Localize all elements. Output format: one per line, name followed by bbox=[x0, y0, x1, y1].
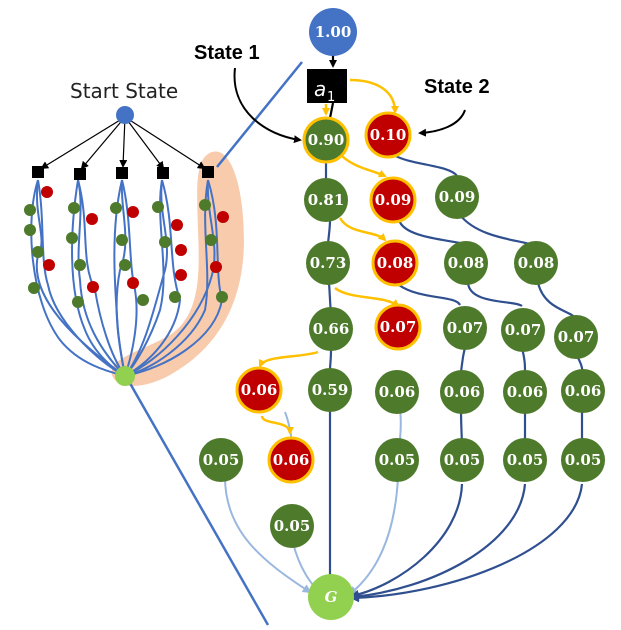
node-0-59: 0.59 bbox=[308, 368, 352, 412]
mini-action-square bbox=[74, 168, 86, 180]
node-0-05-a: 0.05 bbox=[199, 438, 243, 482]
state-2-pointer-arrow bbox=[418, 109, 466, 137]
action-subscript: 1 bbox=[327, 90, 335, 105]
node-0-81: 0.81 bbox=[304, 178, 348, 222]
state-2-label: State 2 bbox=[424, 76, 490, 98]
node-0-09-green: 0.09 bbox=[435, 175, 479, 219]
svg-text:0.09: 0.09 bbox=[439, 188, 476, 206]
node-0-05-c: 0.05 bbox=[440, 438, 484, 482]
node-0-08-red: 0.08 bbox=[371, 239, 419, 287]
svg-text:0.07: 0.07 bbox=[380, 318, 417, 336]
svg-text:0.05: 0.05 bbox=[203, 451, 240, 469]
node-0-07-b: 0.07 bbox=[501, 308, 545, 352]
node-0-05-b: 0.05 bbox=[375, 438, 419, 482]
svg-text:0.06: 0.06 bbox=[273, 451, 310, 469]
node-0-06-a: 0.06 bbox=[375, 370, 419, 414]
svg-text:0.07: 0.07 bbox=[558, 328, 595, 346]
mini-action-square bbox=[32, 166, 44, 178]
svg-text:0.73: 0.73 bbox=[310, 254, 347, 272]
node-0-06-b: 0.06 bbox=[440, 370, 484, 414]
mini-action-square bbox=[116, 167, 128, 179]
node-0-06-red-1: 0.06 bbox=[235, 366, 283, 414]
svg-text:0.66: 0.66 bbox=[313, 320, 350, 338]
node-0-05-e: 0.05 bbox=[561, 438, 605, 482]
svg-text:0.07: 0.07 bbox=[447, 319, 484, 337]
mini-goal-node bbox=[115, 366, 135, 386]
svg-text:0.08: 0.08 bbox=[518, 254, 555, 272]
node-0-07-red: 0.07 bbox=[374, 303, 422, 351]
detailed-tree: 1.00 a 1 0.90 0.10 0.81 0.09 0.09 0.73 bbox=[194, 8, 605, 620]
node-0-07-a: 0.07 bbox=[443, 306, 487, 350]
svg-text:0.09: 0.09 bbox=[375, 191, 412, 209]
mini-action-square bbox=[202, 166, 214, 178]
svg-text:0.06: 0.06 bbox=[507, 383, 544, 401]
svg-text:0.06: 0.06 bbox=[444, 383, 481, 401]
start-state-label: Start State bbox=[70, 79, 178, 103]
svg-text:0.05: 0.05 bbox=[379, 451, 416, 469]
svg-text:0.59: 0.59 bbox=[312, 381, 349, 399]
zoom-line-bottom bbox=[125, 377, 270, 626]
svg-text:0.05: 0.05 bbox=[507, 451, 544, 469]
node-0-10-red: 0.10 bbox=[364, 111, 412, 159]
svg-text:0.06: 0.06 bbox=[565, 382, 602, 400]
svg-text:0.06: 0.06 bbox=[379, 383, 416, 401]
node-0-06-red-2: 0.06 bbox=[267, 436, 315, 484]
node-0-90: 0.90 bbox=[302, 116, 350, 164]
svg-text:0.10: 0.10 bbox=[370, 126, 407, 144]
svg-text:0.08: 0.08 bbox=[377, 254, 414, 272]
node-0-08-b: 0.08 bbox=[514, 241, 558, 285]
action-label: a bbox=[314, 77, 326, 101]
node-0-66: 0.66 bbox=[309, 307, 353, 351]
mini-action-square bbox=[157, 167, 169, 179]
svg-text:0.05: 0.05 bbox=[444, 451, 481, 469]
root-node bbox=[309, 8, 357, 56]
node-0-05-f: 0.05 bbox=[270, 504, 314, 548]
node-0-06-d: 0.06 bbox=[561, 369, 605, 413]
svg-text:0.05: 0.05 bbox=[274, 517, 311, 535]
state-1-label: State 1 bbox=[194, 42, 260, 64]
node-0-07-c: 0.07 bbox=[554, 315, 598, 359]
root-node-value: 1.00 bbox=[315, 23, 352, 41]
node-0-09-red: 0.09 bbox=[369, 176, 417, 224]
svg-text:0.81: 0.81 bbox=[308, 191, 345, 209]
node-0-05-d: 0.05 bbox=[503, 438, 547, 482]
start-state-node bbox=[116, 106, 134, 124]
svg-text:0.07: 0.07 bbox=[505, 321, 542, 339]
mini-search-tree: Start State bbox=[24, 61, 303, 626]
svg-text:0.08: 0.08 bbox=[448, 254, 485, 272]
svg-text:0.90: 0.90 bbox=[308, 131, 345, 149]
svg-text:G: G bbox=[325, 588, 338, 606]
node-0-06-c: 0.06 bbox=[503, 370, 547, 414]
svg-text:0.06: 0.06 bbox=[241, 381, 278, 399]
mini-state-dots bbox=[24, 186, 229, 308]
svg-text:0.05: 0.05 bbox=[565, 451, 602, 469]
node-0-08-a: 0.08 bbox=[444, 241, 488, 285]
action-box bbox=[307, 69, 347, 103]
goal-node: G bbox=[308, 574, 354, 620]
node-0-73: 0.73 bbox=[306, 241, 350, 285]
zoom-line-top bbox=[216, 61, 303, 168]
state-1-pointer-arrow bbox=[233, 67, 302, 144]
